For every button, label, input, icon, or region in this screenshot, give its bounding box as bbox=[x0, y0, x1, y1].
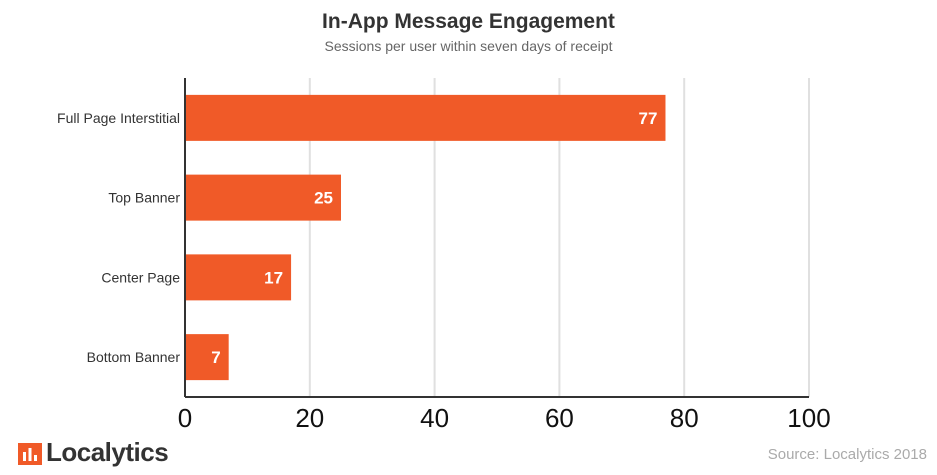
logo-icon bbox=[18, 441, 42, 465]
source-note: Source: Localytics 2018 bbox=[767, 446, 927, 463]
x-tick-label: 80 bbox=[670, 403, 699, 433]
bar-value-label: 7 bbox=[211, 348, 220, 367]
bar-value-label: 17 bbox=[264, 268, 283, 287]
bar bbox=[186, 174, 341, 221]
bar-value-label: 77 bbox=[639, 109, 658, 128]
bar bbox=[186, 94, 666, 141]
x-tick-label: 40 bbox=[420, 403, 449, 433]
bars: 77 25 17 7 bbox=[186, 94, 666, 381]
localytics-logo: Localytics bbox=[18, 437, 169, 468]
bar bbox=[186, 254, 292, 301]
chart-title: In-App Message Engagement bbox=[322, 10, 615, 33]
category-label: Full Page Interstitial bbox=[57, 110, 180, 126]
logo-text: Localytics bbox=[46, 437, 169, 467]
bar-value-label: 25 bbox=[314, 189, 333, 208]
category-label: Bottom Banner bbox=[87, 349, 181, 365]
bar bbox=[186, 334, 229, 381]
x-tick-label: 0 bbox=[178, 403, 192, 433]
x-tick-label: 60 bbox=[545, 403, 574, 433]
category-label: Top Banner bbox=[108, 190, 180, 206]
x-tick-label: 100 bbox=[787, 403, 830, 433]
category-label: Center Page bbox=[101, 269, 180, 285]
chart-subtitle: Sessions per user within seven days of r… bbox=[324, 38, 613, 54]
axes: 0 20 40 60 80 100 Full Page Interstitial Top Ba… bbox=[57, 78, 831, 433]
x-tick-label: 20 bbox=[295, 403, 324, 433]
